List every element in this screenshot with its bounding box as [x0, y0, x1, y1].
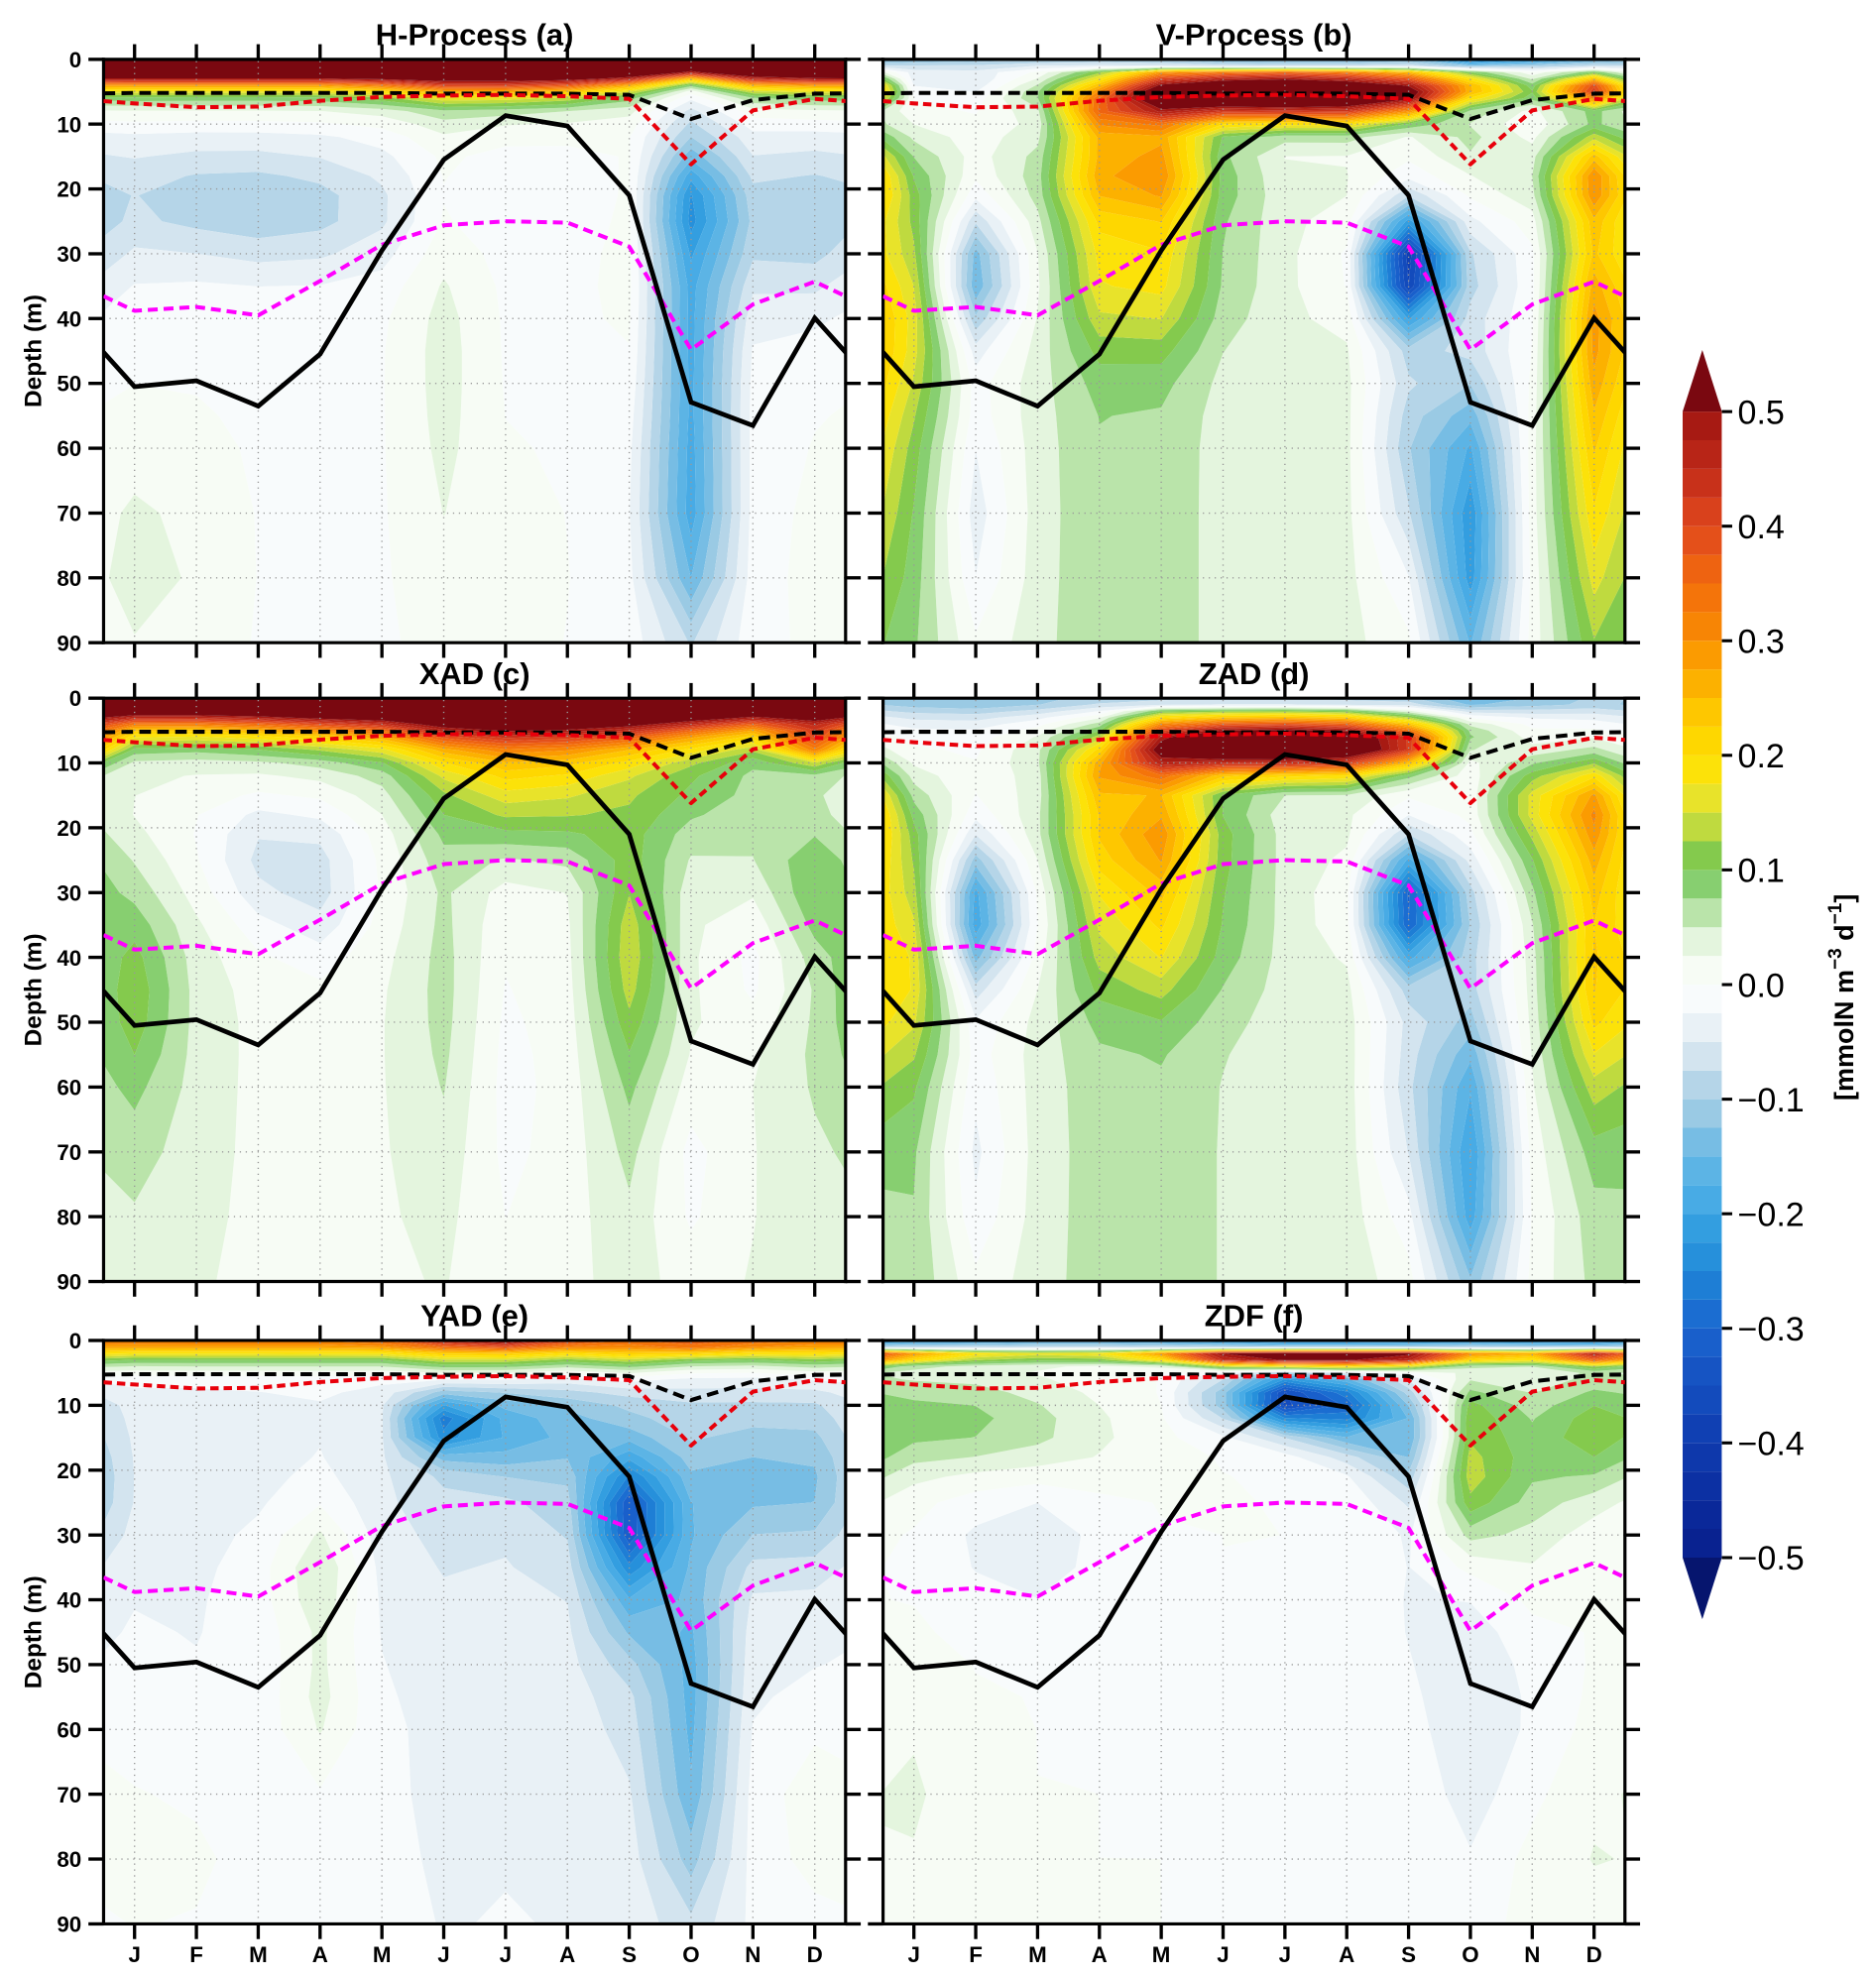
- svg-text:M: M: [373, 1942, 392, 1967]
- svg-text:M: M: [1028, 1942, 1047, 1967]
- svg-text:N: N: [745, 1942, 761, 1967]
- svg-text:0: 0: [69, 48, 81, 72]
- svg-text:A: A: [1092, 1942, 1108, 1967]
- svg-text:20: 20: [57, 177, 81, 202]
- svg-text:0.3: 0.3: [1738, 624, 1785, 661]
- svg-text:O: O: [1462, 1942, 1478, 1967]
- svg-text:J: J: [907, 1942, 919, 1967]
- svg-text:D: D: [807, 1942, 823, 1967]
- svg-text:20: 20: [57, 1458, 81, 1483]
- svg-text:60: 60: [57, 436, 81, 461]
- svg-text:0: 0: [69, 686, 81, 711]
- svg-text:Depth (m): Depth (m): [20, 294, 47, 407]
- svg-text:30: 30: [57, 242, 81, 267]
- svg-text:0: 0: [69, 1329, 81, 1353]
- svg-text:40: 40: [57, 1588, 81, 1613]
- svg-text:80: 80: [57, 1847, 81, 1872]
- svg-text:90: 90: [57, 631, 81, 655]
- svg-text:S: S: [622, 1942, 637, 1967]
- svg-text:0.5: 0.5: [1738, 394, 1785, 431]
- svg-text:M: M: [1152, 1942, 1171, 1967]
- svg-text:−0.5: −0.5: [1738, 1540, 1805, 1577]
- svg-text:0.2: 0.2: [1738, 738, 1785, 775]
- svg-text:D: D: [1586, 1942, 1602, 1967]
- svg-text:70: 70: [57, 1783, 81, 1807]
- svg-text:ZDF (f): ZDF (f): [1205, 1299, 1304, 1334]
- svg-text:ZAD (d): ZAD (d): [1199, 656, 1310, 691]
- svg-text:60: 60: [57, 1075, 81, 1100]
- svg-text:−0.2: −0.2: [1738, 1197, 1805, 1234]
- svg-text:10: 10: [57, 1393, 81, 1418]
- svg-text:0.1: 0.1: [1738, 853, 1785, 890]
- svg-text:J: J: [500, 1942, 512, 1967]
- svg-text:50: 50: [57, 372, 81, 397]
- svg-text:M: M: [249, 1942, 268, 1967]
- svg-text:H-Process (a): H-Process (a): [376, 18, 574, 53]
- svg-text:[mmolN m−3 d−1]: [mmolN m−3 d−1]: [1825, 894, 1859, 1101]
- svg-text:O: O: [682, 1942, 699, 1967]
- svg-text:Depth (m): Depth (m): [20, 1575, 47, 1688]
- svg-text:V-Process (b): V-Process (b): [1156, 18, 1352, 53]
- svg-text:N: N: [1524, 1942, 1540, 1967]
- svg-text:A: A: [559, 1942, 575, 1967]
- svg-text:F: F: [969, 1942, 983, 1967]
- svg-text:30: 30: [57, 880, 81, 905]
- svg-text:10: 10: [57, 112, 81, 137]
- svg-text:40: 40: [57, 306, 81, 331]
- svg-text:A: A: [1339, 1942, 1354, 1967]
- svg-text:XAD (c): XAD (c): [419, 656, 530, 691]
- svg-text:J: J: [437, 1942, 449, 1967]
- svg-text:J: J: [1279, 1942, 1291, 1967]
- svg-text:80: 80: [57, 566, 81, 591]
- svg-text:0.0: 0.0: [1738, 967, 1785, 1004]
- svg-text:10: 10: [57, 752, 81, 776]
- svg-text:F: F: [189, 1942, 203, 1967]
- svg-text:40: 40: [57, 946, 81, 971]
- svg-text:J: J: [1217, 1942, 1229, 1967]
- svg-text:J: J: [128, 1942, 140, 1967]
- svg-text:70: 70: [57, 1140, 81, 1165]
- svg-text:80: 80: [57, 1205, 81, 1229]
- svg-text:A: A: [312, 1942, 328, 1967]
- svg-text:90: 90: [57, 1912, 81, 1936]
- svg-text:70: 70: [57, 502, 81, 526]
- svg-text:−0.3: −0.3: [1738, 1311, 1805, 1348]
- svg-text:−0.1: −0.1: [1738, 1082, 1805, 1119]
- svg-text:90: 90: [57, 1270, 81, 1295]
- svg-text:50: 50: [57, 1653, 81, 1678]
- svg-text:20: 20: [57, 816, 81, 841]
- svg-text:60: 60: [57, 1717, 81, 1742]
- svg-text:0.4: 0.4: [1738, 509, 1785, 546]
- svg-text:30: 30: [57, 1523, 81, 1548]
- svg-text:S: S: [1401, 1942, 1416, 1967]
- svg-text:YAD (e): YAD (e): [420, 1299, 528, 1334]
- svg-text:50: 50: [57, 1010, 81, 1035]
- svg-text:−0.4: −0.4: [1738, 1426, 1805, 1463]
- svg-text:Depth (m): Depth (m): [20, 933, 47, 1046]
